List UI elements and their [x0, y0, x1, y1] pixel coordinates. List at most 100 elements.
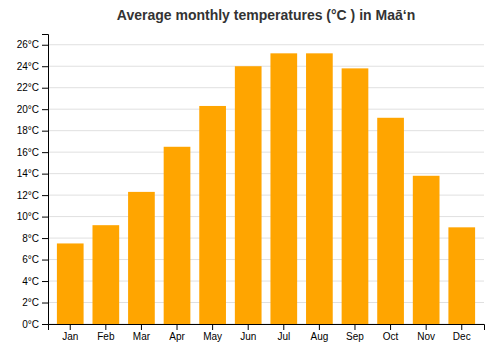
x-tick-mark	[390, 324, 391, 330]
bar	[199, 106, 226, 324]
y-tick-label: 0°C	[22, 319, 39, 330]
y-tick: 18°C	[17, 125, 48, 136]
x-tick-label: Aug	[310, 331, 328, 342]
grid-line	[48, 66, 484, 67]
y-tick-label: 4°C	[22, 276, 39, 287]
y-tick: 4°C	[22, 276, 48, 287]
x-tick-label: Jan	[62, 331, 78, 342]
y-tick-mark	[42, 131, 48, 132]
bar	[413, 176, 440, 324]
x-tick-mark	[105, 324, 106, 330]
x-tick: Aug	[310, 324, 328, 342]
bar	[57, 243, 84, 324]
y-tick: 22°C	[17, 82, 48, 93]
x-axis-line	[49, 325, 485, 331]
y-tick: 0°C	[22, 319, 48, 330]
y-tick-mark	[42, 45, 48, 46]
y-tick-mark	[42, 88, 48, 89]
x-tick: Nov	[417, 324, 435, 342]
y-tick-mark	[42, 281, 48, 282]
x-tick: Jul	[277, 324, 290, 342]
x-tick: Dec	[453, 324, 471, 342]
y-axis: 0°C2°C4°C6°C8°C10°C12°C14°C16°C18°C20°C2…	[17, 35, 49, 330]
y-tick: 24°C	[17, 61, 48, 72]
chart-container: 0°C2°C4°C6°C8°C10°C12°C14°C16°C18°C20°C2…	[0, 0, 500, 350]
x-tick: Feb	[97, 324, 115, 342]
grid-line	[48, 130, 484, 131]
x-tick-mark	[141, 324, 142, 330]
grid-line	[48, 87, 484, 88]
x-tick-label: Jul	[277, 331, 290, 342]
y-tick: 14°C	[17, 168, 48, 179]
x-tick-mark	[212, 324, 213, 330]
x-tick-mark	[461, 324, 462, 330]
y-tick-label: 18°C	[17, 125, 39, 136]
chart-svg: 0°C2°C4°C6°C8°C10°C12°C14°C16°C18°C20°C2…	[0, 0, 500, 350]
y-tick-label: 16°C	[17, 147, 39, 158]
y-tick-label: 10°C	[17, 211, 39, 222]
y-tick-mark	[42, 152, 48, 153]
y-tick: 8°C	[22, 233, 48, 244]
y-tick-label: 2°C	[22, 297, 39, 308]
x-tick-label: Dec	[453, 331, 471, 342]
y-tick-label: 24°C	[17, 61, 39, 72]
x-tick-label: Apr	[169, 331, 185, 342]
plot-area: 0°C2°C4°C6°C8°C10°C12°C14°C16°C18°C20°C2…	[17, 35, 485, 343]
y-tick-label: 22°C	[17, 82, 39, 93]
x-tick-label: Feb	[97, 331, 115, 342]
bar	[164, 147, 191, 324]
x-tick-mark	[354, 324, 355, 330]
x-tick-label: Jun	[240, 331, 256, 342]
x-tick-mark	[319, 324, 320, 330]
x-tick: Sep	[346, 324, 364, 342]
y-tick-mark	[42, 66, 48, 67]
grid-line	[48, 173, 484, 174]
x-tick: Jun	[240, 324, 256, 342]
y-tick: 20°C	[17, 104, 48, 115]
grid-line	[48, 109, 484, 110]
y-tick-mark	[42, 238, 48, 239]
y-tick-mark	[42, 217, 48, 218]
y-tick: 12°C	[17, 190, 48, 201]
bar	[270, 53, 297, 324]
x-tick: Mar	[133, 324, 151, 342]
grid	[48, 45, 484, 324]
bar	[128, 192, 155, 324]
x-tick: Oct	[383, 324, 399, 342]
x-tick: May	[203, 324, 222, 342]
grid-line	[48, 44, 484, 45]
y-tick-mark	[42, 324, 48, 325]
bar	[448, 227, 475, 324]
y-tick-label: 8°C	[22, 233, 39, 244]
y-tick-label: 14°C	[17, 168, 39, 179]
x-tick-label: Nov	[417, 331, 435, 342]
bars	[57, 53, 475, 324]
x-tick: Apr	[169, 324, 185, 342]
y-tick-mark	[42, 195, 48, 196]
grid-line	[48, 152, 484, 153]
title: Average monthly temperatures (°C ) in Ma…	[117, 7, 415, 23]
bar	[235, 66, 262, 324]
bar	[342, 68, 369, 324]
x-tick-label: Sep	[346, 331, 364, 342]
y-tick: 16°C	[17, 147, 48, 158]
x-tick-mark	[70, 324, 71, 330]
y-tick-mark	[42, 303, 48, 304]
bar	[377, 118, 404, 324]
x-axis: Jan Feb Mar Apr May Jun Jul Aug Sep Oct Nov Dec	[49, 324, 485, 342]
bar	[306, 53, 333, 324]
y-tick: 10°C	[17, 211, 48, 222]
y-tick-label: 26°C	[17, 39, 39, 50]
x-tick-mark	[248, 324, 249, 330]
y-axis-line	[42, 35, 49, 325]
y-tick-label: 12°C	[17, 190, 39, 201]
x-tick: Jan	[62, 324, 78, 342]
y-tick: 26°C	[17, 39, 48, 50]
y-tick-mark	[42, 174, 48, 175]
x-tick-label: Oct	[383, 331, 399, 342]
x-tick-label: Mar	[133, 331, 151, 342]
x-tick-mark	[283, 324, 284, 330]
x-tick-mark	[177, 324, 178, 330]
y-tick: 2°C	[22, 297, 48, 308]
x-tick-label: May	[203, 331, 222, 342]
